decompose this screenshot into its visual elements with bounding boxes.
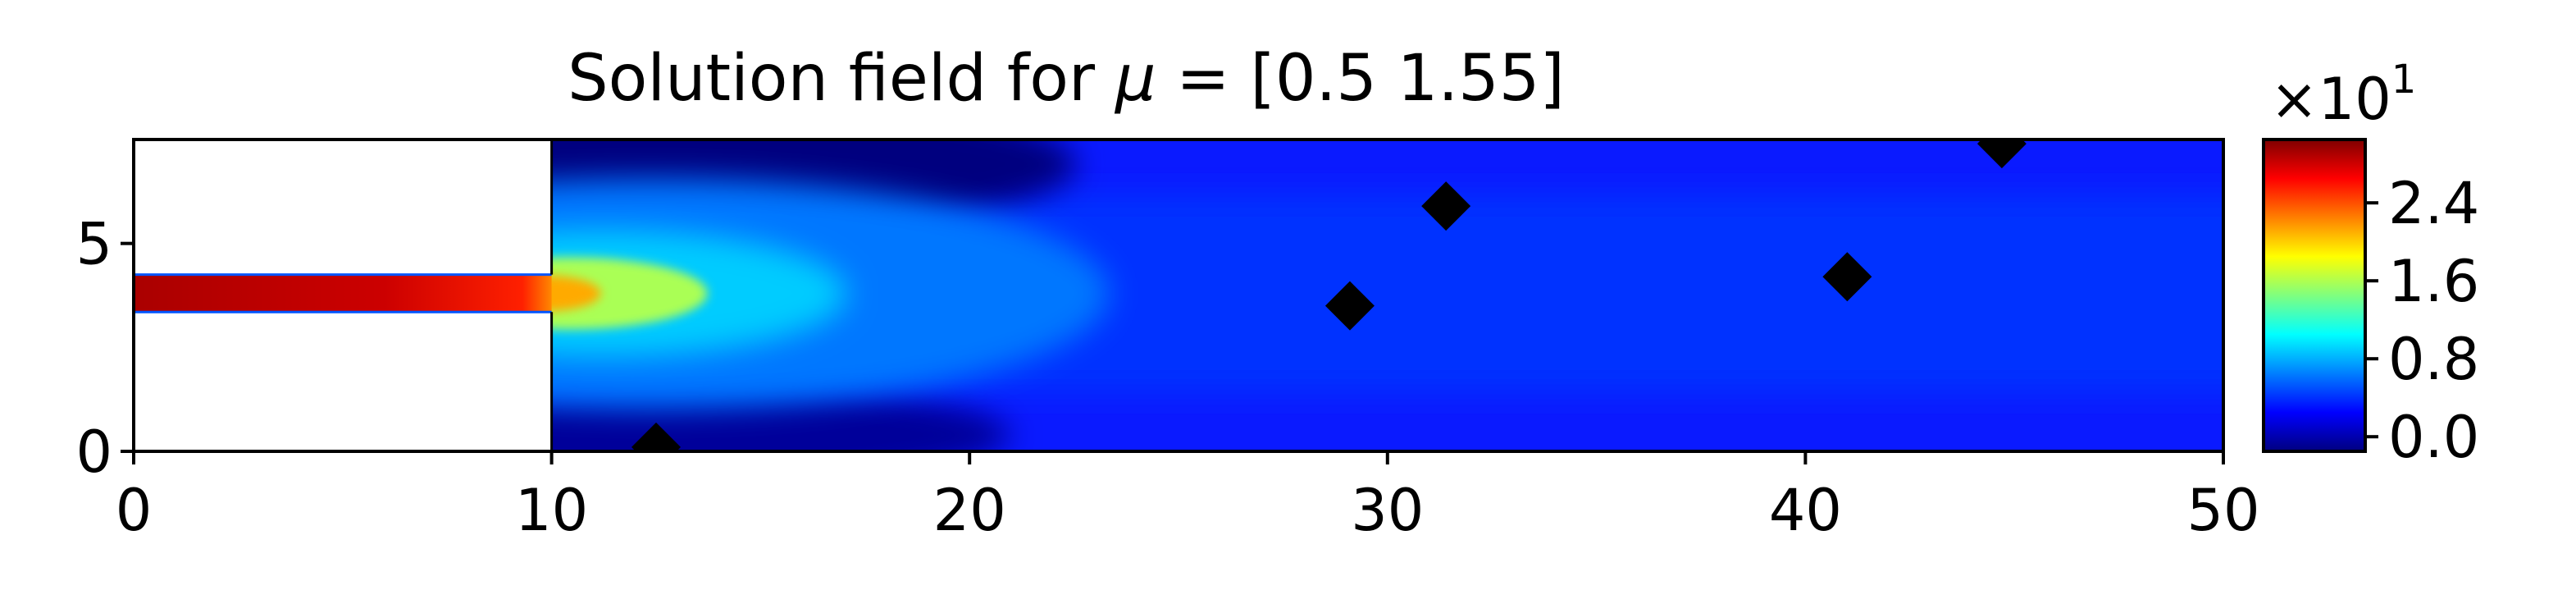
- colorbar-tick-label: 2.4: [2388, 170, 2479, 237]
- x-tick-label: 0: [116, 477, 153, 544]
- title-suffix: = [0.5 1.55]: [1156, 42, 1565, 116]
- x-tick-label: 20: [933, 477, 1006, 544]
- colorbar-multiplier: ×101: [2270, 57, 2416, 133]
- colorbar-multiplier-exponent: 1: [2391, 57, 2417, 103]
- plot-area: [134, 140, 2223, 451]
- sensor-marker: [1421, 181, 1471, 231]
- blank-region-top: [134, 140, 552, 275]
- x-tick-label: 10: [515, 477, 588, 544]
- sensor-markers: [631, 140, 2027, 451]
- sensor-marker: [1822, 252, 1872, 302]
- sensor-marker: [1324, 281, 1375, 331]
- inlet-channel: [134, 274, 552, 313]
- colorbar-frame: [2262, 138, 2367, 453]
- y-axis: 05: [75, 211, 134, 486]
- y-tick-label: 5: [75, 211, 112, 278]
- title-mu-symbol: μ: [1114, 42, 1156, 116]
- colorbar-ticks: 0.0 0.8 1.6 2.4: [2365, 170, 2479, 471]
- sensor-marker: [1976, 140, 2027, 169]
- colorbar: 0.0 0.8 1.6 2.4 ×101: [2262, 57, 2479, 471]
- colorbar-tick-label: 1.6: [2388, 248, 2479, 315]
- x-tick-label: 50: [2186, 477, 2259, 544]
- x-tick-label: 30: [1351, 477, 1424, 544]
- chart-title: Solution field for μ = [0.5 1.55]: [568, 42, 1565, 116]
- colorbar-multiplier-base: ×10: [2270, 66, 2391, 133]
- colorbar-gradient: [2264, 140, 2365, 451]
- x-axis: 0 10 20 30 40 50: [116, 451, 2260, 544]
- colorbar-tick-label: 0.8: [2388, 326, 2479, 393]
- x-tick-label: 40: [1769, 477, 1842, 544]
- colorbar-tick-label: 0.0: [2388, 404, 2479, 471]
- title-prefix: Solution field for: [568, 42, 1115, 116]
- y-tick-label: 0: [75, 419, 112, 486]
- sensor-marker: [631, 422, 681, 451]
- blank-region-bottom: [134, 312, 552, 451]
- plot-frame: [132, 138, 2225, 453]
